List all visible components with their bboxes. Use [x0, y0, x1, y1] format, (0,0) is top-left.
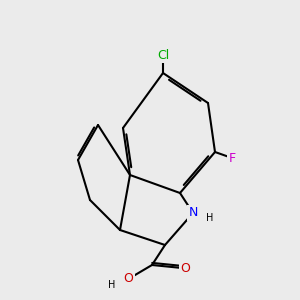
Text: N: N — [188, 206, 198, 220]
Text: H: H — [206, 213, 214, 223]
Text: H: H — [108, 280, 116, 290]
Text: O: O — [180, 262, 190, 275]
Text: O: O — [124, 272, 134, 284]
Text: Cl: Cl — [157, 49, 169, 62]
Text: F: F — [228, 152, 236, 164]
